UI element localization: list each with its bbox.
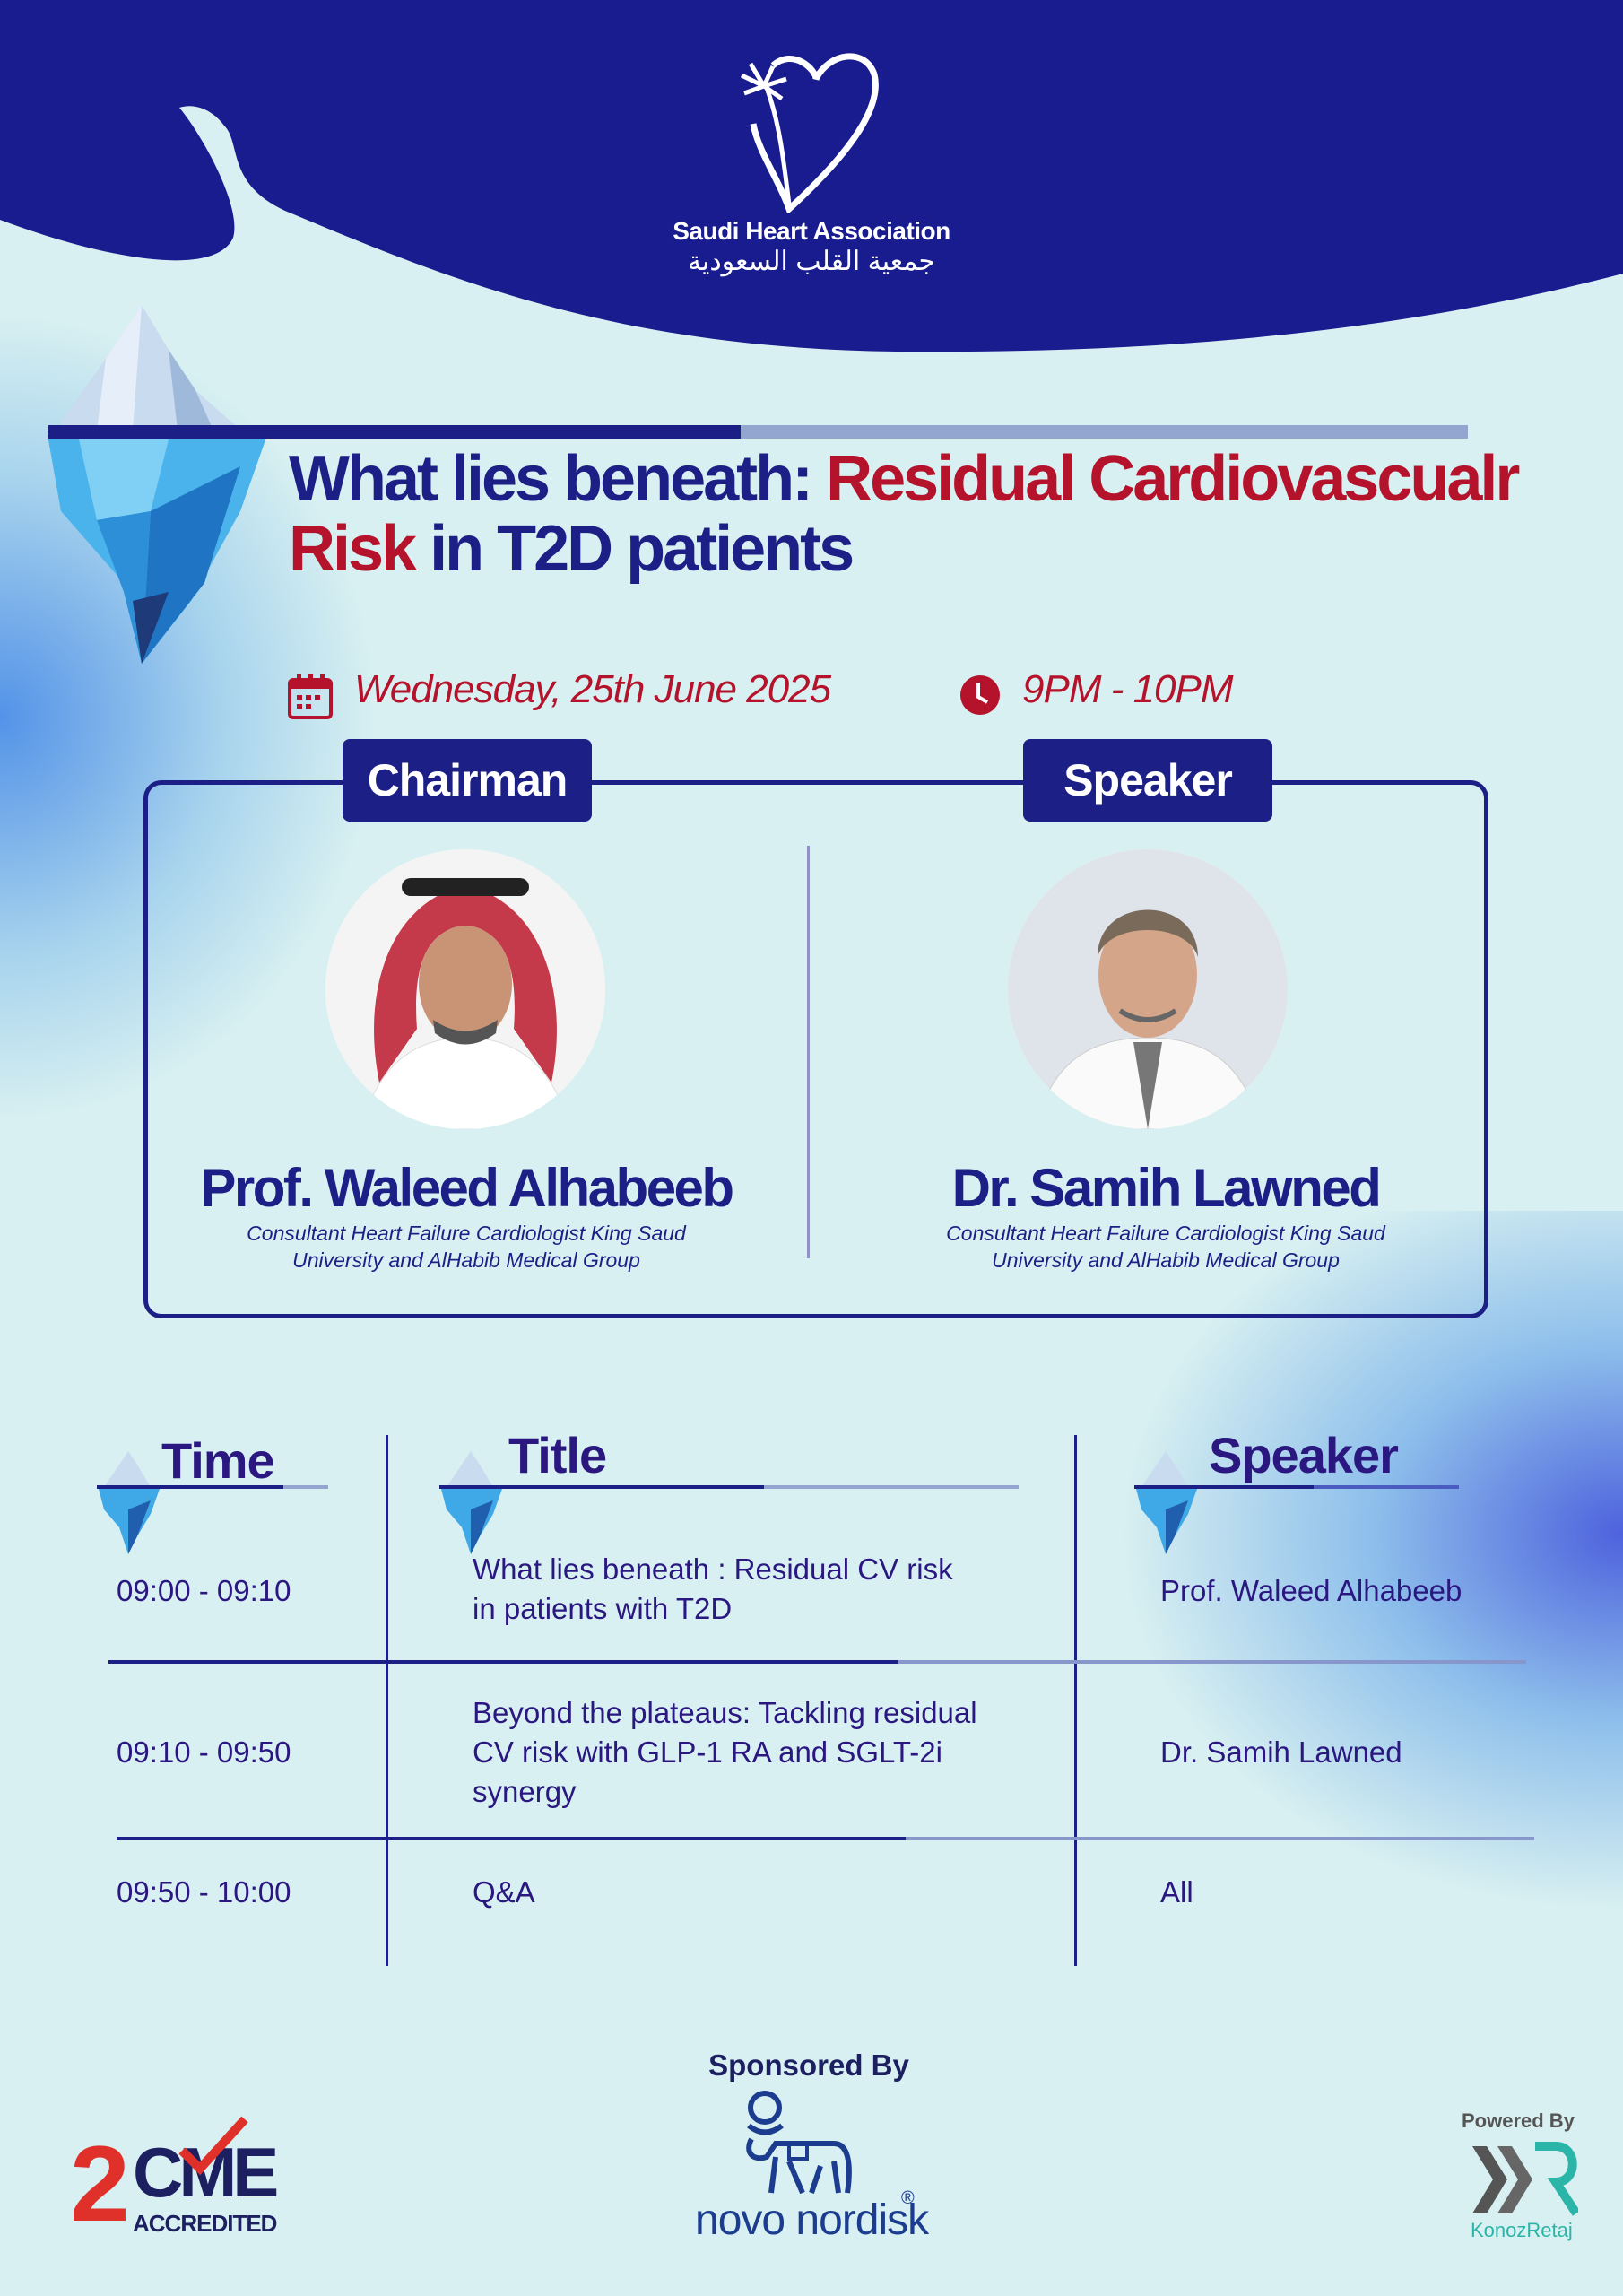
row-title-line: CV risk with GLP-1 RA and SGLT-2i — [473, 1735, 942, 1769]
header-wave — [0, 0, 1623, 352]
row-divider — [108, 1660, 898, 1664]
row-title-line: Beyond the plateaus: Tackling residual — [473, 1696, 977, 1729]
row-title: Beyond the plateaus: Tackling residual C… — [473, 1693, 977, 1812]
org-name-en: Saudi Heart Association — [673, 217, 950, 245]
row-speaker: All — [1160, 1875, 1193, 1909]
speaker-label: Speaker — [1023, 739, 1272, 822]
title-part-3: Risk — [289, 513, 417, 585]
clock-icon — [960, 675, 1000, 715]
column-divider — [386, 1435, 388, 1966]
chairman-role-line-1: Consultant Heart Failure Cardiologist Ki… — [247, 1222, 686, 1245]
background-gradient-right — [1121, 1211, 1623, 2018]
iceberg-icon — [441, 1451, 502, 1554]
speaker-role-line-2: University and AlHabib Medical Group — [992, 1248, 1340, 1272]
speaker-name: Dr. Samih Lawned — [951, 1158, 1382, 1218]
event-date: Wednesday, 25th June 2025 — [354, 667, 831, 711]
column-divider — [1074, 1435, 1077, 1966]
heart-palm-logo-icon — [708, 34, 915, 215]
event-time: 9PM - 10PM — [1022, 667, 1234, 711]
powered-by-label: Powered By — [1462, 2109, 1575, 2132]
cme-number: 2 — [70, 2124, 130, 2244]
calendar-icon — [288, 674, 333, 719]
header-time: Time — [161, 1432, 275, 1489]
speaker-role-line-1: Consultant Heart Failure Cardiologist Ki… — [946, 1222, 1385, 1245]
chairman-role: Consultant Heart Failure Cardiologist Ki… — [152, 1220, 780, 1274]
sponsor-name: novo nordisk — [695, 2196, 929, 2244]
header-title: Title — [508, 1427, 607, 1483]
title-progress-fill — [48, 425, 741, 439]
speaker-photo — [1008, 849, 1288, 1129]
row-title: Q&A — [473, 1875, 535, 1909]
cme-accredited-badge: 2 CME ACCREDITED — [70, 2116, 279, 2244]
header-underline — [1134, 1485, 1314, 1489]
row-divider — [117, 1837, 906, 1840]
title-part-4: in T2D patients — [414, 513, 855, 585]
row-speaker: Dr. Samih Lawned — [1160, 1735, 1402, 1769]
row-time: 09:50 - 10:00 — [117, 1875, 291, 1909]
sponsored-by-label: Sponsored By — [708, 2048, 909, 2082]
title-part-1: What lies beneath: — [289, 443, 827, 515]
chairman-photo — [325, 849, 605, 1129]
org-name-ar: جمعية القلب السعودية — [687, 247, 936, 276]
cme-sub: ACCREDITED — [133, 2210, 277, 2237]
header-speaker: Speaker — [1209, 1427, 1399, 1483]
chairman-label: Chairman — [343, 739, 592, 822]
row-time: 09:00 - 09:10 — [117, 1574, 291, 1607]
row-speaker: Prof. Waleed Alhabeeb — [1160, 1574, 1462, 1607]
panel-divider — [807, 846, 810, 1258]
iceberg-icon — [48, 305, 267, 664]
row-title-line: in patients with T2D — [473, 1592, 733, 1625]
row-title: What lies beneath : Residual CV risk in … — [473, 1550, 953, 1629]
iceberg-icon — [1136, 1451, 1197, 1554]
cme-text: CME — [133, 2133, 279, 2212]
speaker-role: Consultant Heart Failure Cardiologist Ki… — [852, 1220, 1480, 1274]
title-part-2: Residual Cardiovascualr — [826, 443, 1520, 515]
chairman-role-line-2: University and AlHabib Medical Group — [292, 1248, 640, 1272]
row-title-line: synergy — [473, 1775, 577, 1808]
checkmark-icon — [178, 2116, 248, 2176]
header-underline — [97, 1485, 283, 1489]
sponsor-registered-mark: ® — [901, 2188, 915, 2208]
chairman-name: Prof. Waleed Alhabeeb — [200, 1158, 734, 1218]
konozretaj-logo-icon — [1472, 2142, 1578, 2216]
powered-by-name: KonozRetaj — [1471, 2219, 1573, 2241]
iceberg-icon — [99, 1451, 160, 1554]
header-underline — [439, 1485, 764, 1489]
event-title: What lies beneath: Residual Cardiovascua… — [289, 444, 1562, 584]
row-title-line: What lies beneath : Residual CV risk — [473, 1552, 953, 1586]
speakers-panel — [143, 780, 1488, 1318]
row-time: 09:10 - 09:50 — [117, 1735, 291, 1769]
novo-nordisk-bull-logo-icon — [746, 2091, 852, 2195]
